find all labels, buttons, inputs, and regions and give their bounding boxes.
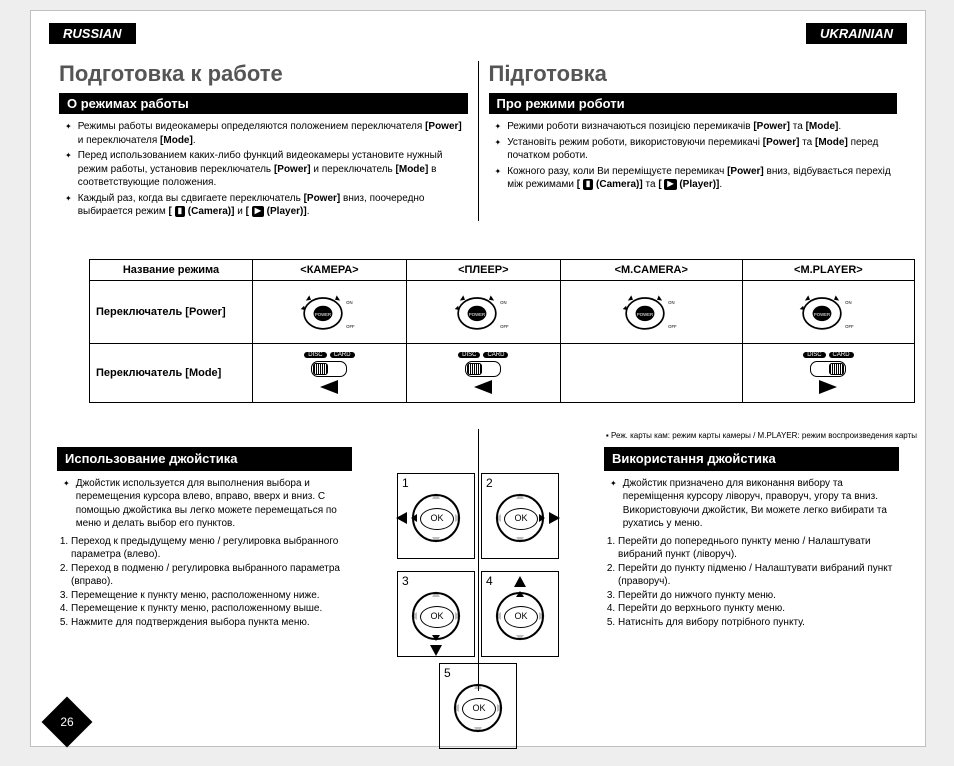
power-switch-icon: POWER ON OFF [453, 292, 513, 332]
disc-label: DISC [803, 352, 825, 358]
svg-text:OFF: OFF [668, 324, 677, 329]
table-header-row: Название режима <КАМЕРА> <ПЛЕЕР> <M.CAME… [90, 260, 915, 281]
joystick-text-uk: Використання джойстика Джойстик призначе… [596, 447, 907, 749]
svg-text:ON: ON [846, 300, 852, 305]
power-switch-icon: POWER ON OFF [798, 292, 858, 332]
bullets-uk: Режими роботи визначаються позицією пере… [489, 120, 898, 192]
power-dial-icon: POWER ON OFF [299, 292, 359, 331]
joystick-box-2: 2 OK [481, 473, 559, 559]
joystick-text-ru: Использование джойстика Джойстик использ… [49, 447, 360, 749]
joystick-box-5: 5 OK [439, 663, 517, 749]
mode-switch-icon [810, 361, 846, 377]
ok-button-icon: OK [462, 698, 496, 720]
bullets-ru: Режимы работы видеокамеры определяются п… [59, 120, 468, 219]
svg-text:POWER: POWER [637, 312, 653, 317]
ok-button-icon: OK [420, 606, 454, 628]
svg-text:POWER: POWER [814, 312, 830, 317]
card-label: CARD [483, 352, 508, 358]
joystick-arrow-left-icon [396, 512, 407, 524]
column-ukrainian: Підготовка Про режими роботи Режими робо… [479, 61, 908, 221]
power-dial-icon: POWER ON OFF [453, 292, 513, 331]
lang-tab-ukrainian: UKRAINIAN [806, 23, 907, 44]
card-label: CARD [829, 352, 854, 358]
card-label: CARD [330, 352, 355, 358]
joystick-box-3: 3 OK [397, 571, 475, 657]
manual-page: RUSSIAN UKRAINIAN Подготовка к работе О … [30, 10, 926, 747]
joystick-diagrams: 1 OK 2 OK 3 OK [360, 447, 596, 749]
ok-button-icon: OK [504, 508, 538, 530]
disc-label: DISC [458, 352, 480, 358]
svg-text:OFF: OFF [846, 324, 855, 329]
lang-tab-russian: RUSSIAN [49, 23, 136, 44]
joystick-arrow-down-icon [430, 645, 442, 656]
svg-text:POWER: POWER [315, 312, 331, 317]
page-number-badge: 26 [42, 697, 93, 748]
svg-text:OFF: OFF [347, 324, 356, 329]
disc-label: DISC [304, 352, 326, 358]
arrow-left-icon [474, 380, 492, 394]
arrow-left-icon [320, 380, 338, 394]
title-uk: Підготовка [489, 61, 898, 87]
ok-button-icon: OK [420, 508, 454, 530]
svg-text:OFF: OFF [500, 324, 509, 329]
ok-button-icon: OK [504, 606, 538, 628]
section-modes-uk: Про режими роботи [489, 93, 898, 114]
joystick-arrow-right-icon [549, 512, 560, 524]
mode-switch-icon [311, 361, 347, 377]
svg-text:POWER: POWER [469, 312, 485, 317]
joystick-box-4: 4 OK [481, 571, 559, 657]
section-modes-ru: О режимах работы [59, 93, 468, 114]
power-dial-icon: POWER ON OFF [621, 292, 681, 331]
arrow-right-icon [819, 380, 837, 394]
title-ru: Подготовка к работе [59, 61, 468, 87]
joystick-arrow-up-icon [514, 576, 526, 587]
modes-table: Название режима <КАМЕРА> <ПЛЕЕР> <M.CAME… [89, 259, 915, 403]
column-russian: Подготовка к работе О режимах работы Реж… [49, 61, 479, 221]
svg-text:ON: ON [347, 300, 353, 305]
power-switch-icon: POWER ON OFF [621, 292, 681, 332]
table-row-power: Переключатель [Power] POWER ON OFF POWER… [90, 281, 915, 344]
table-row-mode: Переключатель [Mode] DISC CARD DISC CARD… [90, 344, 915, 403]
power-switch-icon: POWER ON OFF [299, 292, 359, 332]
svg-text:ON: ON [668, 300, 674, 305]
joystick-box-1: 1 OK [397, 473, 475, 559]
mode-switch-icon [465, 361, 501, 377]
power-dial-icon: POWER ON OFF [798, 292, 858, 331]
svg-text:ON: ON [500, 300, 506, 305]
table-footnote: ▪ Реж. карты кам: режим карты камеры / M… [507, 429, 921, 442]
